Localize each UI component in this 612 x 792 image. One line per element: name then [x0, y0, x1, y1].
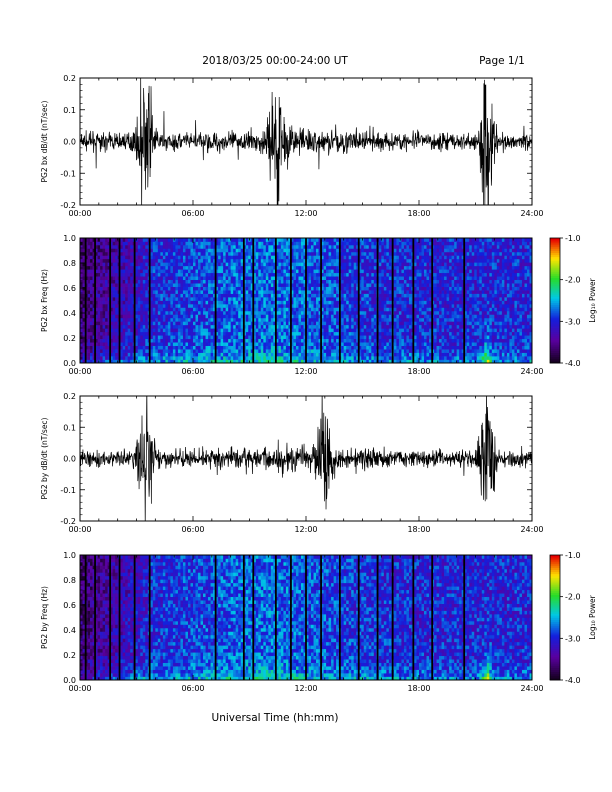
signal-trace — [80, 396, 532, 521]
y-axis-label: PG2 bx dB/dt (nT/sec) — [40, 100, 49, 182]
colorbar-tick-label: -1.0 — [565, 234, 581, 243]
y-tick-label: 0.6 — [63, 284, 76, 293]
x-tick-label: 00:00 — [68, 684, 91, 693]
y-tick-label: 0.2 — [63, 74, 76, 83]
colorbar: -1.0 -2.0 -3.0 -4.0 Log₁₀ Power — [549, 234, 597, 368]
y-tick-label: -0.1 — [60, 486, 76, 495]
y-axis-label: PG2 bx Freq (Hz) — [40, 269, 49, 332]
y-tick-label: 1.0 — [63, 234, 76, 243]
x-tick-label: 06:00 — [181, 684, 204, 693]
y-axis-label: PG2 by dB/dt (nT/sec) — [40, 417, 49, 499]
figure-title: 2018/03/25 00:00-24:00 UT — [202, 55, 348, 67]
x-tick-label: 00:00 — [68, 367, 91, 376]
x-tick-label: 18:00 — [407, 525, 430, 534]
y-tick-label: 0.6 — [63, 601, 76, 610]
y-tick-label: 0.4 — [63, 626, 76, 635]
y-tick-label: 0.1 — [63, 106, 76, 115]
y-tick-label: 0.1 — [63, 423, 76, 432]
y-tick-label: 0.0 — [63, 455, 76, 464]
colorbar-tick-label: -3.0 — [565, 634, 581, 643]
page-indicator: Page 1/1 — [479, 55, 525, 67]
y-tick-label: 0.0 — [63, 359, 76, 368]
x-tick-label: 12:00 — [294, 684, 317, 693]
y-tick-label: 0.8 — [63, 576, 76, 585]
time-series-panel: 00:00 06:00 12:00 18:00 24:00 -0.2 -0.1 0.0 0.1 0… — [40, 74, 544, 218]
spectrogram-panel: 00:00 06:00 12:00 18:00 24:00 0.0 0.2 0.4 0.6 0.8… — [40, 551, 597, 693]
y-tick-label: -0.1 — [60, 169, 76, 178]
colorbar-tick-label: -2.0 — [565, 276, 581, 285]
x-tick-label: 00:00 — [68, 525, 91, 534]
signal-trace — [80, 78, 532, 205]
y-tick-label: 0.4 — [63, 309, 76, 318]
x-tick-label: 06:00 — [181, 367, 204, 376]
x-tick-label: 06:00 — [181, 525, 204, 534]
y-tick-label: -0.2 — [60, 517, 76, 526]
colorbar-label: Log₁₀ Power — [588, 594, 597, 639]
panels: 00:00 06:00 12:00 18:00 24:00 -0.2 -0.1 0.0 0.1 0… — [40, 74, 597, 693]
x-tick-label: 18:00 — [407, 367, 430, 376]
y-tick-label: -0.2 — [60, 201, 76, 210]
y-tick-label: 0.0 — [63, 676, 76, 685]
x-tick-label: 24:00 — [520, 209, 543, 218]
x-tick-label: 18:00 — [407, 209, 430, 218]
x-tick-label: 00:00 — [68, 209, 91, 218]
y-tick-label: 0.8 — [63, 259, 76, 268]
x-tick-label: 12:00 — [294, 209, 317, 218]
colorbar-tick-label: -2.0 — [565, 593, 581, 602]
y-tick-label: 0.2 — [63, 334, 76, 343]
y-tick-label: 0.2 — [63, 651, 76, 660]
colorbar-tick-label: -4.0 — [565, 676, 581, 685]
colorbar: -1.0 -2.0 -3.0 -4.0 Log₁₀ Power — [549, 551, 597, 685]
x-tick-label: 24:00 — [520, 684, 543, 693]
y-tick-label: 0.0 — [63, 138, 76, 147]
x-tick-label: 06:00 — [181, 209, 204, 218]
spectrogram-panel: 00:00 06:00 12:00 18:00 24:00 0.0 0.2 0.4 0.6 0.8… — [40, 234, 597, 376]
x-axis-label: Universal Time (hh:mm) — [212, 712, 339, 724]
x-tick-label: 12:00 — [294, 367, 317, 376]
y-tick-label: 0.2 — [63, 392, 76, 401]
x-tick-label: 24:00 — [520, 367, 543, 376]
x-tick-label: 24:00 — [520, 525, 543, 534]
x-tick-label: 18:00 — [407, 684, 430, 693]
y-tick-label: 1.0 — [63, 551, 76, 560]
colorbar-tick-label: -3.0 — [565, 317, 581, 326]
x-tick-label: 12:00 — [294, 525, 317, 534]
time-series-panel: 00:00 06:00 12:00 18:00 24:00 -0.2 -0.1 0.0 0.1 0… — [40, 392, 544, 534]
y-axis-label: PG2 by Freq (Hz) — [40, 586, 49, 649]
colorbar-label: Log₁₀ Power — [588, 277, 597, 322]
colorbar-tick-label: -1.0 — [565, 551, 581, 560]
colorbar-tick-label: -4.0 — [565, 359, 581, 368]
